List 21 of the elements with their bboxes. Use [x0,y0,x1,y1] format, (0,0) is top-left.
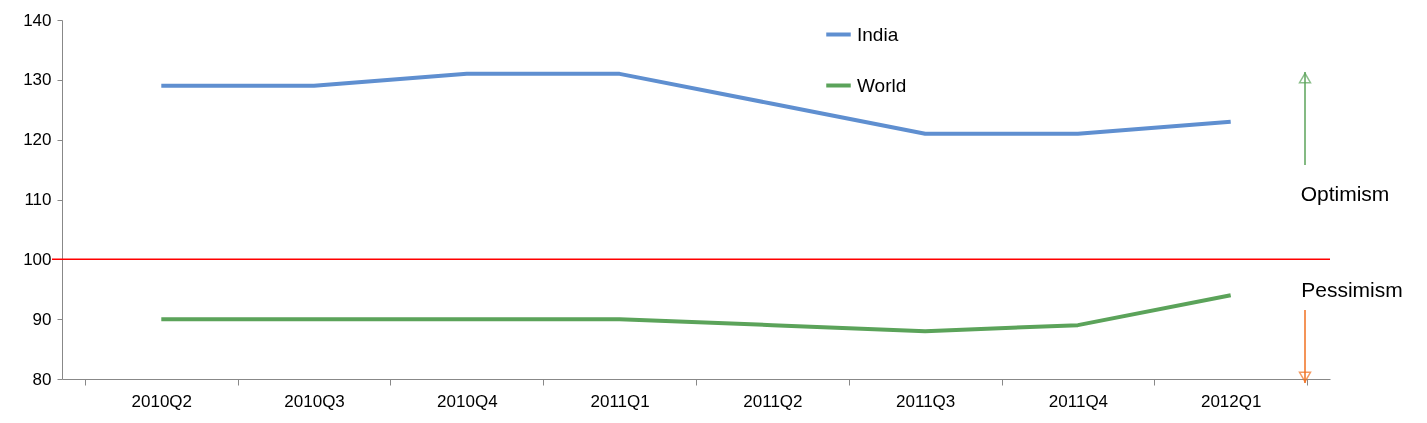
annotation: Pessimism [1301,278,1403,301]
line-series [159,293,1233,334]
x-tick-label: 2012Q1 [1200,391,1262,411]
annotation: Optimism [1300,182,1390,205]
y-tick-label: 120 [23,130,52,150]
y-tick-label: 140 [23,10,52,30]
x-tick-label: 2011Q3 [896,391,956,411]
x-tick-label: 2010Q2 [131,391,193,411]
legend-label: World [857,74,907,96]
y-tick-label: 130 [23,70,52,90]
y-tick-label: 80 [32,369,52,389]
x-tick-label: 2011Q4 [1048,391,1109,411]
line-series [159,71,1233,136]
x-tick-label: 2011Q1 [590,391,650,411]
y-tick-label: 100 [23,249,52,269]
y-tick-label: 90 [32,309,52,329]
y-tick-label: 110 [24,190,52,209]
x-tick-label: 2011Q2 [743,391,803,411]
x-tick-label: 2010Q3 [284,391,345,411]
x-tick-label: 2010Q4 [437,391,498,411]
legend-label: India [857,23,899,45]
